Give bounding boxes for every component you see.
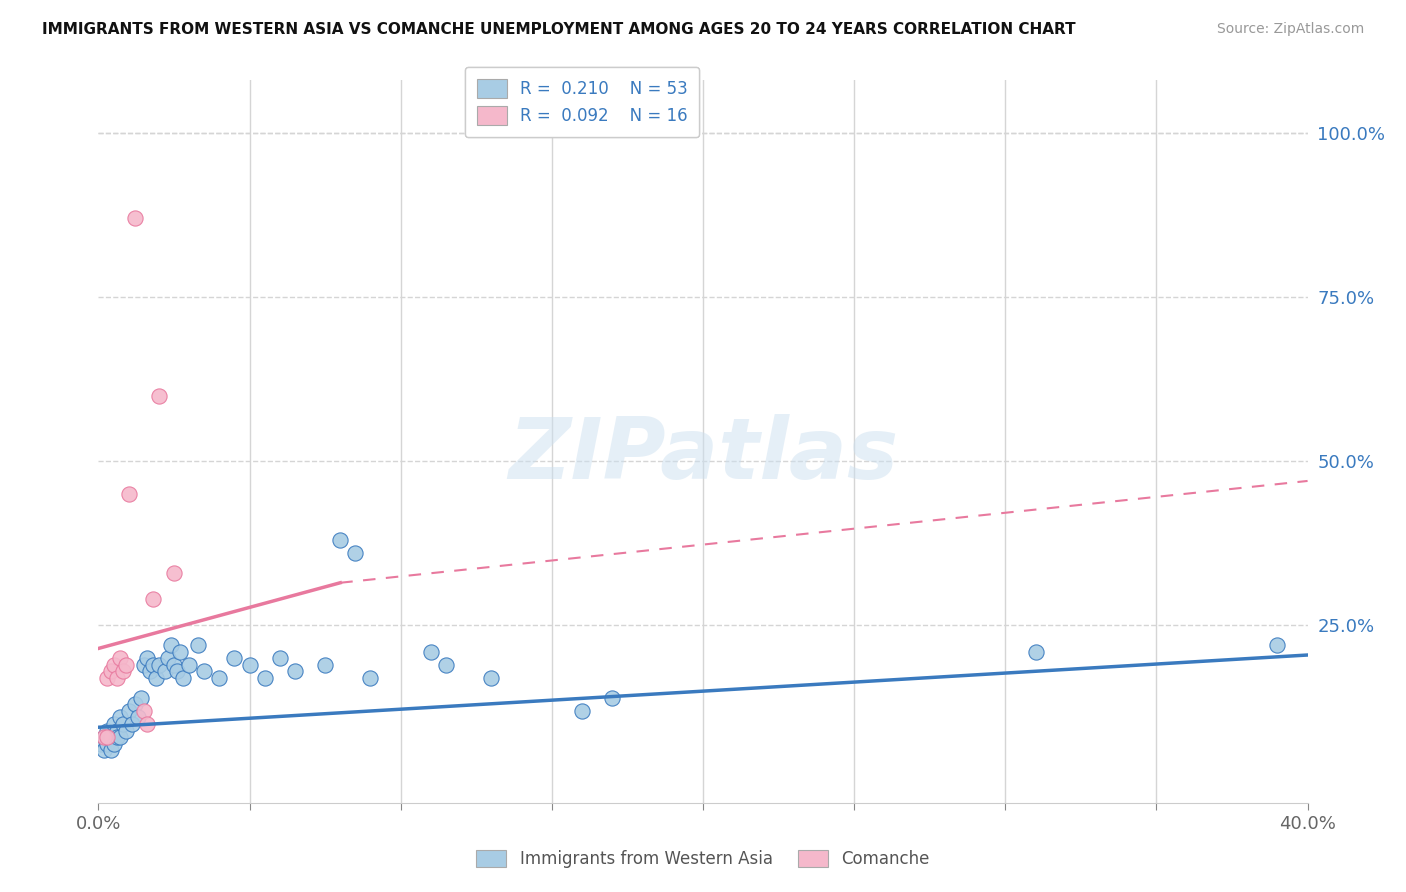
Point <box>360 671 382 685</box>
Point <box>118 487 141 501</box>
Point <box>172 671 194 685</box>
Point <box>93 743 115 757</box>
Point <box>420 645 443 659</box>
Text: ZIPatlas: ZIPatlas <box>508 415 898 498</box>
Point <box>124 698 146 712</box>
Point <box>111 717 134 731</box>
Point <box>114 657 136 672</box>
Point <box>145 671 167 685</box>
Point <box>142 657 165 672</box>
Point <box>96 723 118 738</box>
Point <box>132 704 155 718</box>
Point <box>344 546 367 560</box>
Point <box>253 671 276 685</box>
Point <box>148 388 170 402</box>
Point <box>93 730 115 744</box>
Point <box>602 690 624 705</box>
Point <box>1024 645 1046 659</box>
Point <box>156 651 179 665</box>
Point <box>148 657 170 672</box>
Legend: Immigrants from Western Asia, Comanche: Immigrants from Western Asia, Comanche <box>470 843 936 875</box>
Text: IMMIGRANTS FROM WESTERN ASIA VS COMANCHE UNEMPLOYMENT AMONG AGES 20 TO 24 YEARS : IMMIGRANTS FROM WESTERN ASIA VS COMANCHE… <box>42 22 1076 37</box>
Point <box>169 645 191 659</box>
Point <box>105 723 128 738</box>
Text: Source: ZipAtlas.com: Source: ZipAtlas.com <box>1216 22 1364 37</box>
Point <box>224 651 246 665</box>
Point <box>481 671 503 685</box>
Point <box>163 566 186 580</box>
Point <box>179 657 201 672</box>
Point <box>105 730 128 744</box>
Point <box>142 592 165 607</box>
Point <box>132 657 155 672</box>
Point <box>108 651 131 665</box>
Point <box>111 665 134 679</box>
Point <box>129 690 152 705</box>
Point <box>208 671 231 685</box>
Point <box>139 665 162 679</box>
Point <box>124 211 146 226</box>
Point <box>100 730 122 744</box>
Point <box>103 737 125 751</box>
Point <box>118 704 141 718</box>
Point <box>135 717 157 731</box>
Point <box>160 638 183 652</box>
Point <box>163 657 186 672</box>
Point <box>269 651 291 665</box>
Point <box>108 730 131 744</box>
Point <box>153 665 176 679</box>
Point <box>193 665 215 679</box>
Point <box>96 671 118 685</box>
Point <box>314 657 336 672</box>
Point <box>96 737 118 751</box>
Legend: R =  0.210    N = 53, R =  0.092    N = 16: R = 0.210 N = 53, R = 0.092 N = 16 <box>465 67 699 137</box>
Point <box>187 638 209 652</box>
Point <box>127 710 149 724</box>
Point <box>100 665 122 679</box>
Point <box>96 730 118 744</box>
Point <box>571 704 593 718</box>
Point <box>239 657 262 672</box>
Point <box>1267 638 1289 652</box>
Point <box>100 743 122 757</box>
Point <box>114 723 136 738</box>
Point <box>166 665 188 679</box>
Point <box>103 717 125 731</box>
Point <box>434 657 457 672</box>
Point <box>90 737 112 751</box>
Point <box>121 717 143 731</box>
Point <box>108 710 131 724</box>
Point <box>284 665 307 679</box>
Point <box>135 651 157 665</box>
Point <box>329 533 352 547</box>
Point <box>93 730 115 744</box>
Point <box>103 657 125 672</box>
Point <box>105 671 128 685</box>
